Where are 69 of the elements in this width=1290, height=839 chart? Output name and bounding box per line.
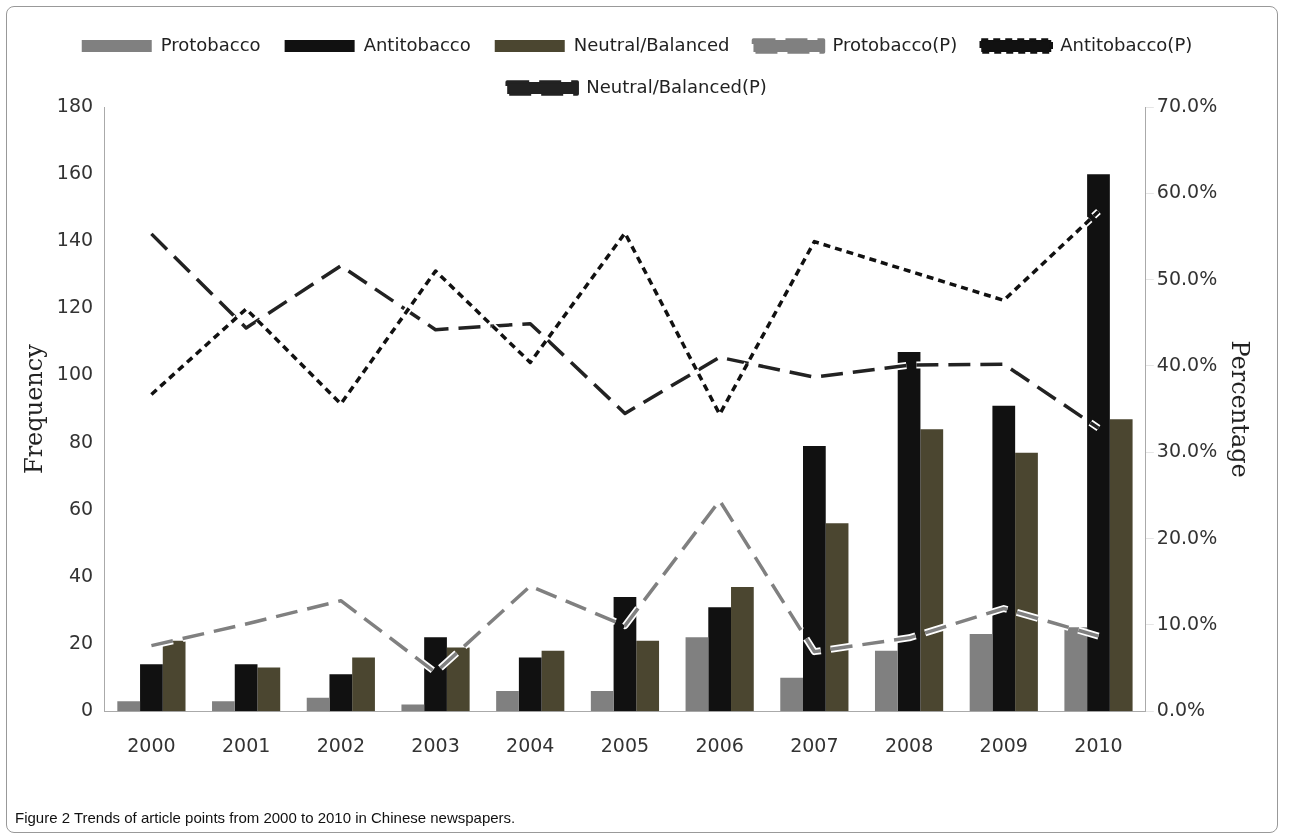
x-tick-label: 2008: [884, 733, 934, 756]
legend-label: Neutral/Balanced: [573, 33, 730, 55]
bar: [329, 674, 353, 712]
bar: [162, 640, 186, 712]
bar: [352, 657, 375, 712]
x-tick-label: 2006: [695, 733, 744, 756]
caption: Figure 2 Trends of article points from 2000 to 2010 in Chinese newspapers.: [15, 809, 516, 826]
y2-tick-label: 20.0%: [1156, 525, 1218, 548]
legend-label: Protobacco: [160, 33, 261, 55]
y-tick-label: 160: [56, 161, 94, 184]
bar: [518, 657, 542, 712]
bar: [424, 637, 447, 712]
bar: [969, 634, 993, 712]
y-tick-label: 180: [56, 93, 94, 116]
x-tick-label: 2007: [790, 733, 839, 756]
y-tick-label: 80: [68, 429, 94, 452]
bar: [897, 352, 921, 712]
bar: [590, 691, 614, 712]
bar: [306, 697, 330, 712]
bar: [708, 607, 732, 712]
x-tick-label: 2001: [221, 733, 271, 756]
bar: [401, 704, 425, 712]
bar: [212, 701, 235, 712]
bar: [1109, 419, 1133, 712]
y2-tick-label: 30.0%: [1156, 439, 1218, 462]
bar: [780, 677, 803, 712]
y-tick-label: 100: [56, 362, 94, 385]
bar: [234, 664, 258, 712]
y-tick-label: 60: [68, 496, 94, 519]
bar: [496, 691, 519, 712]
x-tick-label: 2009: [979, 733, 1028, 756]
y2-axis-title: Percentage: [1226, 340, 1255, 478]
y-tick-label: 20: [68, 631, 94, 653]
legend-label: Protobacco(P): [832, 33, 958, 55]
y2-tick-label: 50.0%: [1156, 266, 1218, 289]
y-tick-label: 40: [68, 563, 94, 586]
bar: [117, 701, 141, 712]
y2-tick-label: 10.0%: [1156, 611, 1218, 634]
x-tick-label: 2000: [127, 733, 176, 756]
bar: [803, 446, 826, 712]
bar: [825, 523, 849, 712]
x-tick-label: 2005: [600, 733, 650, 756]
bar: [920, 429, 944, 712]
y2-tick-label: 40.0%: [1156, 352, 1218, 375]
y2-tick-label: 60.0%: [1156, 180, 1218, 203]
bar: [1015, 452, 1038, 712]
x-tick-label: 2003: [411, 733, 460, 756]
bar: [685, 637, 709, 712]
bar: [446, 647, 470, 712]
y-tick-label: 0: [80, 698, 94, 721]
y-axis-title: Frequency: [19, 343, 48, 475]
x-tick-label: 2004: [506, 733, 555, 756]
y2-tick-label: 70.0%: [1156, 93, 1218, 116]
y-tick-label: 120: [56, 295, 94, 318]
y2-tick-label: 0.0%: [1156, 698, 1206, 721]
bar: [140, 664, 163, 712]
x-tick-label: 2002: [316, 733, 366, 756]
bar: [992, 405, 1016, 712]
legend-label: Antitobacco: [363, 33, 471, 55]
bar: [874, 650, 898, 712]
legend-label: Antitobacco(P): [1060, 33, 1193, 55]
y-tick-label: 140: [56, 228, 94, 251]
bar: [636, 640, 660, 712]
bar: [541, 650, 565, 712]
bar: [257, 667, 281, 712]
bar: [731, 587, 754, 712]
bar: [613, 597, 637, 712]
x-tick-label: 2010: [1074, 733, 1123, 756]
legend-label: Neutral/Balanced(P): [586, 75, 767, 97]
